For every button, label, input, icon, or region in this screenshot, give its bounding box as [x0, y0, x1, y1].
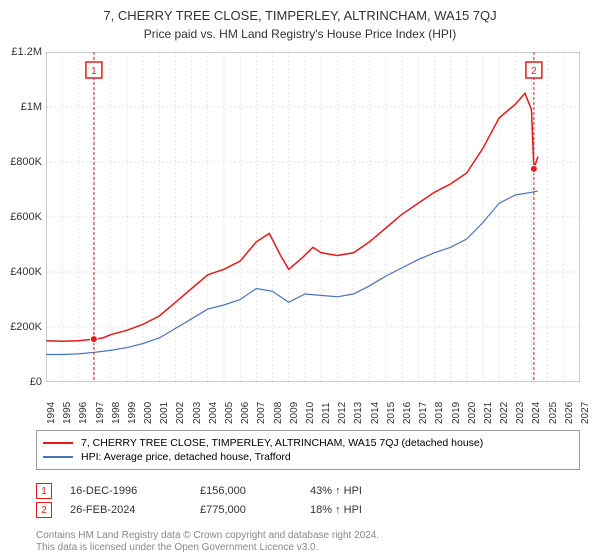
x-tick-label: 2004 — [208, 402, 219, 424]
sale-marker-icon: 2 — [36, 502, 52, 518]
y-tick-label: £0 — [30, 376, 42, 388]
footer-line-1: Contains HM Land Registry data © Crown c… — [36, 530, 379, 542]
x-tick-label: 2021 — [483, 402, 494, 424]
x-tick-label: 2015 — [386, 402, 397, 424]
sale-price: £775,000 — [200, 504, 310, 516]
x-tick-label: 2003 — [192, 402, 203, 424]
x-tick-label: 2019 — [451, 402, 462, 424]
sale-vs-hpi: 43% ↑ HPI — [310, 485, 430, 497]
sales-table: 1 16-DEC-1996£156,00043% ↑ HPI 2 26-FEB-202… — [36, 480, 430, 521]
legend-swatch — [43, 456, 73, 458]
x-tick-label: 2012 — [337, 402, 348, 424]
sale-date: 26-FEB-2024 — [70, 504, 200, 516]
x-tick-label: 2008 — [273, 402, 284, 424]
x-tick-label: 1997 — [95, 402, 106, 424]
x-tick-label: 2006 — [240, 402, 251, 424]
legend-item: HPI: Average price, detached house, Traf… — [43, 451, 573, 463]
x-tick-label: 2013 — [353, 402, 364, 424]
x-tick-label: 2025 — [548, 402, 559, 424]
x-tick-label: 2017 — [418, 402, 429, 424]
x-tick-label: 2001 — [159, 402, 170, 424]
x-tick-label: 2018 — [434, 402, 445, 424]
y-tick-label: £400K — [10, 266, 42, 278]
legend-swatch — [43, 442, 73, 444]
x-axis-labels: 1994 1995 1996 1997 1998 1999 2000 2001 2002 2003… — [46, 384, 580, 434]
y-tick-label: £800K — [10, 156, 42, 168]
x-tick-label: 2026 — [564, 402, 575, 424]
x-tick-label: 2024 — [531, 402, 542, 424]
footer-attribution: Contains HM Land Registry data © Crown c… — [36, 530, 379, 554]
y-tick-label: £1M — [21, 101, 42, 113]
y-axis-labels: £0£200K£400K£600K£800K£1M£1.2M — [0, 52, 44, 382]
legend-item: 7, CHERRY TREE CLOSE, TIMPERLEY, ALTRINC… — [43, 437, 573, 449]
chart-plot-area: 12 — [46, 52, 580, 382]
x-tick-label: 1994 — [46, 402, 57, 424]
sale-vs-hpi: 18% ↑ HPI — [310, 504, 430, 516]
x-tick-label: 2020 — [467, 402, 478, 424]
chart-title: 7, CHERRY TREE CLOSE, TIMPERLEY, ALTRINC… — [0, 8, 600, 23]
legend-label: 7, CHERRY TREE CLOSE, TIMPERLEY, ALTRINC… — [81, 437, 483, 449]
sale-price: £156,000 — [200, 485, 310, 497]
y-tick-label: £1.2M — [11, 46, 42, 58]
sale-date: 16-DEC-1996 — [70, 485, 200, 497]
sale-row: 2 26-FEB-2024£775,00018% ↑ HPI — [36, 502, 430, 518]
y-tick-label: £600K — [10, 211, 42, 223]
x-tick-label: 2007 — [256, 402, 267, 424]
x-tick-label: 2005 — [224, 402, 235, 424]
x-tick-label: 2010 — [305, 402, 316, 424]
x-tick-label: 1996 — [78, 402, 89, 424]
x-tick-label: 2022 — [499, 402, 510, 424]
sale-row: 1 16-DEC-1996£156,00043% ↑ HPI — [36, 483, 430, 499]
x-tick-label: 2009 — [289, 402, 300, 424]
x-tick-label: 2011 — [321, 402, 332, 424]
legend: 7, CHERRY TREE CLOSE, TIMPERLEY, ALTRINC… — [36, 430, 580, 470]
sale-marker-icon: 1 — [36, 483, 52, 499]
x-tick-label: 2023 — [515, 402, 526, 424]
x-tick-label: 2016 — [402, 402, 413, 424]
legend-label: HPI: Average price, detached house, Traf… — [81, 451, 291, 463]
chart-subtitle: Price paid vs. HM Land Registry's House … — [0, 27, 600, 41]
x-tick-label: 2002 — [175, 402, 186, 424]
x-tick-label: 1998 — [111, 402, 122, 424]
svg-text:1: 1 — [91, 66, 97, 77]
chart-svg: 12 — [46, 52, 580, 382]
x-tick-label: 2027 — [580, 402, 591, 424]
x-tick-label: 1995 — [62, 402, 73, 424]
y-tick-label: £200K — [10, 321, 42, 333]
footer-line-2: This data is licensed under the Open Gov… — [36, 542, 379, 554]
x-tick-label: 2000 — [143, 402, 154, 424]
svg-text:2: 2 — [531, 66, 537, 77]
x-tick-label: 1999 — [127, 402, 138, 424]
x-tick-label: 2014 — [370, 402, 381, 424]
